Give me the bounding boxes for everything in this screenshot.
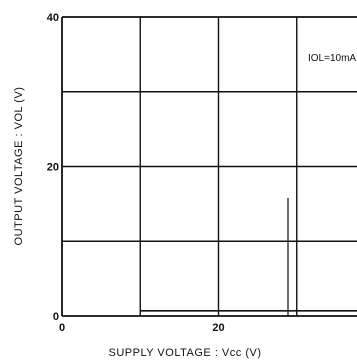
y-ticks: 0 20 40: [47, 12, 59, 323]
y-tick-label: 0: [53, 311, 59, 323]
y-tick-label: 20: [47, 162, 59, 174]
plot-frame: [61, 16, 357, 317]
grid-lines: [62, 17, 357, 316]
y-axis-label: OUTPUT VOLTAGE : VOL (V): [13, 87, 25, 246]
x-tick-label: 0: [59, 322, 65, 334]
x-axis-label: SUPPLY VOLTAGE : Vcc (V): [108, 347, 261, 359]
y-tick-label: 40: [47, 12, 59, 24]
x-tick-label: 20: [212, 322, 224, 334]
annotation-iol: IOL=10mA: [308, 53, 356, 64]
